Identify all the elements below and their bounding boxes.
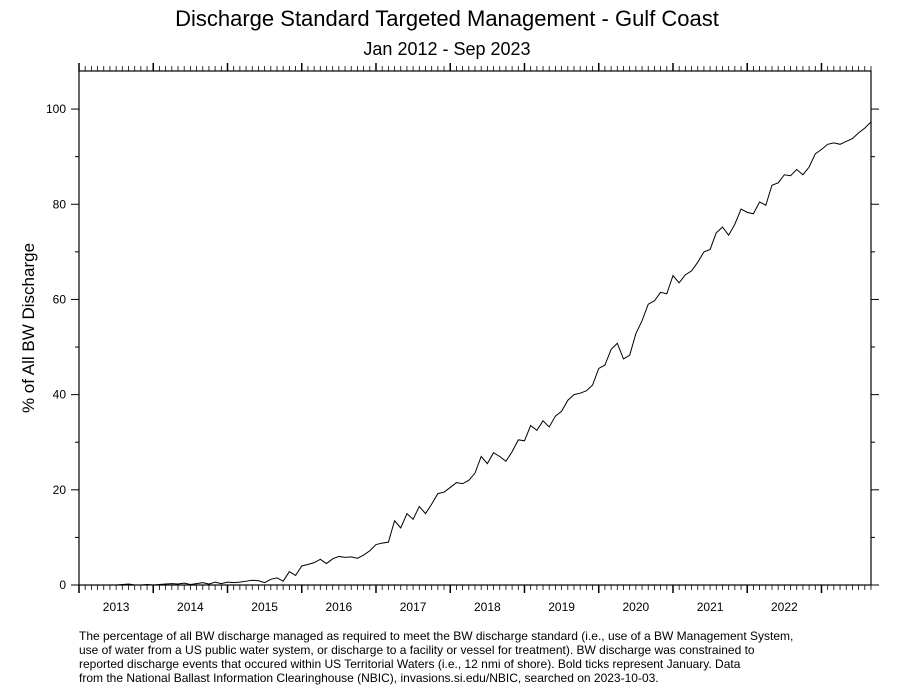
note-line: use of water from a US public water syst… (79, 643, 755, 657)
y-tick-label: 0 (59, 578, 66, 592)
y-tick-label: 40 (53, 388, 67, 402)
y-tick-label: 80 (53, 197, 67, 211)
data-line (79, 121, 872, 586)
note-line: The percentage of all BW discharge manag… (79, 629, 793, 643)
x-tick-label: 2018 (474, 600, 501, 614)
y-tick-label: 100 (46, 102, 66, 116)
note-line: reported discharge events that occured w… (79, 657, 741, 671)
x-tick-label: 2022 (771, 600, 798, 614)
x-tick-label: 2021 (697, 600, 724, 614)
y-tick-label: 60 (53, 292, 67, 306)
x-tick-label: 2015 (251, 600, 278, 614)
x-tick-label: 2017 (400, 600, 427, 614)
y-axis-label: % of All BW Discharge (19, 243, 38, 413)
x-tick-label: 2019 (548, 600, 575, 614)
x-tick-label: 2020 (623, 600, 650, 614)
chart-subtitle: Jan 2012 - Sep 2023 (363, 39, 530, 59)
chart-title: Discharge Standard Targeted Management -… (175, 6, 719, 31)
x-tick-label: 2016 (326, 600, 353, 614)
x-tick-label: 2014 (177, 600, 204, 614)
y-tick-label: 20 (53, 483, 67, 497)
plot-frame (78, 70, 872, 586)
x-tick-label: 2013 (103, 600, 130, 614)
note-line: from the National Ballast Information Cl… (79, 671, 659, 685)
